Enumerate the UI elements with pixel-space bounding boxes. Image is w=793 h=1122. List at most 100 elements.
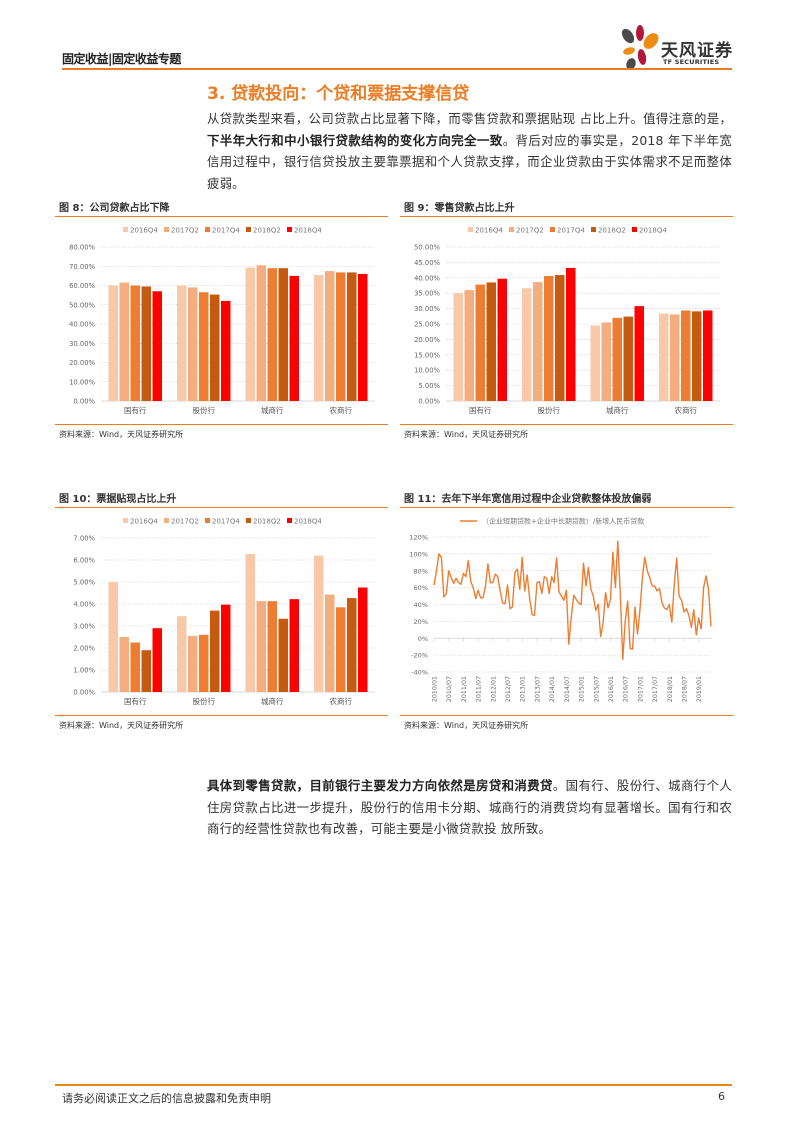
paragraph-emphasis: 下半年大行和中小银行贷款结构的变化方向完全一致 (207, 132, 503, 148)
bar (256, 601, 266, 692)
bar (177, 285, 187, 401)
svg-text:2012/01: 2012/01 (490, 676, 497, 702)
bar (245, 267, 255, 401)
bar (336, 607, 346, 692)
bar (245, 554, 255, 692)
logo-petals-icon (621, 25, 659, 70)
paragraph-text: 从贷款类型来看，公司贷款占比显著下降，而零售贷款和票据贴现 占比上升。值得注意的… (207, 111, 732, 126)
bar (497, 278, 507, 401)
bar (314, 555, 324, 692)
svg-text:国有行: 国有行 (124, 696, 147, 706)
figure-source-rule (400, 715, 733, 716)
bar (267, 268, 277, 401)
svg-text:2012/07: 2012/07 (505, 676, 512, 702)
bar (623, 316, 633, 401)
svg-text:国有行: 国有行 (469, 405, 492, 415)
bar (221, 300, 231, 401)
svg-text:50.00%: 50.00% (69, 301, 95, 309)
line-series (433, 540, 712, 661)
svg-text:10.00%: 10.00% (414, 367, 440, 375)
footer-divider (55, 1084, 732, 1086)
svg-text:0.00%: 0.00% (73, 689, 95, 697)
bar (703, 310, 713, 401)
svg-text:2017Q2: 2017Q2 (171, 518, 199, 526)
svg-text:0.00%: 0.00% (73, 398, 95, 406)
bar (612, 317, 622, 401)
figure-title: 图 11：去年下半年宽信用过程中企业贷款整体投放偏弱 (404, 494, 652, 505)
bar (336, 272, 346, 401)
chart-legend: 2016Q4 2017Q2 2017Q4 2018Q2 2018Q4 (468, 227, 667, 235)
svg-text:80.00%: 80.00% (69, 244, 95, 252)
svg-text:（企业短期贷款+企业中长期贷款）/新增人民币贷款: （企业短期贷款+企业中长期贷款）/新增人民币贷款 (482, 517, 644, 526)
svg-text:20.00%: 20.00% (414, 336, 440, 344)
bar (119, 282, 129, 401)
bar (210, 294, 220, 401)
bar (210, 610, 220, 692)
svg-text:15.00%: 15.00% (414, 351, 440, 359)
svg-text:股份行: 股份行 (538, 405, 561, 415)
chart-legend: （企业短期贷款+企业中长期贷款）/新增人民币贷款 (460, 517, 644, 526)
bar (221, 604, 231, 692)
svg-text:2017Q2: 2017Q2 (516, 227, 544, 235)
figure-source: 资料来源：Wind，天风证券研究所 (59, 430, 184, 439)
bar (325, 594, 335, 692)
logo-name-en: TF SECURITIES (663, 58, 720, 66)
svg-text:2018/07: 2018/07 (682, 676, 689, 702)
svg-text:2017Q4: 2017Q4 (212, 227, 240, 235)
bar (267, 601, 277, 692)
svg-text:城商行: 城商行 (261, 405, 284, 415)
disclaimer-text: 请务必阅读正文之后的信息披露和免责申明 (62, 1092, 271, 1105)
section-title: 3. 贷款投向：个贷和票据支撑信贷 (207, 84, 470, 104)
svg-text:10.00%: 10.00% (69, 378, 95, 386)
svg-text:2.00%: 2.00% (73, 645, 95, 653)
figure-title: 图 8：公司贷款占比下降 (59, 203, 170, 214)
figure-9: 图 9：零售贷款占比上升 2016Q4 2017Q2 2017Q4 2018Q2 201… (400, 199, 733, 444)
bar (453, 293, 463, 401)
svg-text:2014/07: 2014/07 (564, 676, 571, 702)
bar (289, 599, 299, 692)
svg-text:2011/01: 2011/01 (461, 676, 468, 702)
bar (670, 314, 680, 401)
svg-text:45.00%: 45.00% (414, 259, 440, 267)
line-chart-corporate-loan-share: （企业短期贷款+企业中长期贷款）/新增人民币贷款 -40% -20% 0% 20% 40%… (409, 517, 712, 702)
svg-text:20.00%: 20.00% (69, 359, 95, 367)
figure-source-rule (55, 715, 388, 716)
svg-text:2016Q4: 2016Q4 (475, 227, 503, 235)
logo-name-cn: 天风证券 (661, 41, 733, 61)
svg-text:2013/01: 2013/01 (520, 676, 527, 702)
bar (141, 650, 151, 692)
svg-text:60%: 60% (414, 584, 428, 592)
svg-text:农商行: 农商行 (675, 405, 698, 415)
bar (692, 311, 702, 401)
figure-source: 资料来源：Wind，天风证券研究所 (404, 721, 529, 730)
bar (601, 322, 611, 401)
svg-text:40%: 40% (414, 601, 428, 609)
bar (130, 285, 140, 401)
bar (256, 265, 266, 401)
svg-text:-40%: -40% (411, 669, 428, 677)
svg-text:股份行: 股份行 (193, 405, 216, 415)
figure-title: 图 9：零售贷款占比上升 (404, 203, 515, 214)
bar (358, 587, 368, 692)
paragraph-emphasis: 具体到零售贷款，目前银行主要发力方向依然是房贷和消费贷 (207, 778, 553, 793)
bar (130, 642, 140, 692)
chart-legend: 2016Q4 2017Q2 2017Q4 2018Q2 2018Q4 (123, 518, 322, 526)
svg-text:2017Q4: 2017Q4 (557, 227, 585, 235)
svg-text:50.00%: 50.00% (414, 244, 440, 252)
svg-text:2017Q4: 2017Q4 (212, 518, 240, 526)
svg-text:2018Q2: 2018Q2 (598, 227, 626, 235)
bar (108, 582, 118, 692)
bar-chart-corporate-loans: 2016Q4 2017Q2 2017Q4 2018Q2 2018Q4 0.00% 10.00… (69, 227, 375, 415)
bar (522, 288, 532, 401)
figure-10: 图 10：票据贴现占比上升 2016Q4 2017Q2 2017Q4 2018Q2 20… (55, 490, 388, 735)
svg-text:2014/01: 2014/01 (549, 676, 556, 702)
figure-source: 资料来源：Wind，天风证券研究所 (59, 721, 184, 730)
svg-text:40.00%: 40.00% (414, 274, 440, 282)
chart-legend: 2016Q4 2017Q2 2017Q4 2018Q2 2018Q4 (123, 227, 322, 235)
paragraph-text: 。背后对应的事实是，2018 年下半年宽信用过程中，银行信贷投放主要靠票据和个人… (207, 132, 732, 191)
bar (325, 271, 335, 401)
svg-text:2013/07: 2013/07 (534, 676, 541, 702)
svg-text:80%: 80% (414, 567, 428, 575)
svg-text:100%: 100% (409, 550, 428, 558)
svg-text:40.00%: 40.00% (69, 321, 95, 329)
